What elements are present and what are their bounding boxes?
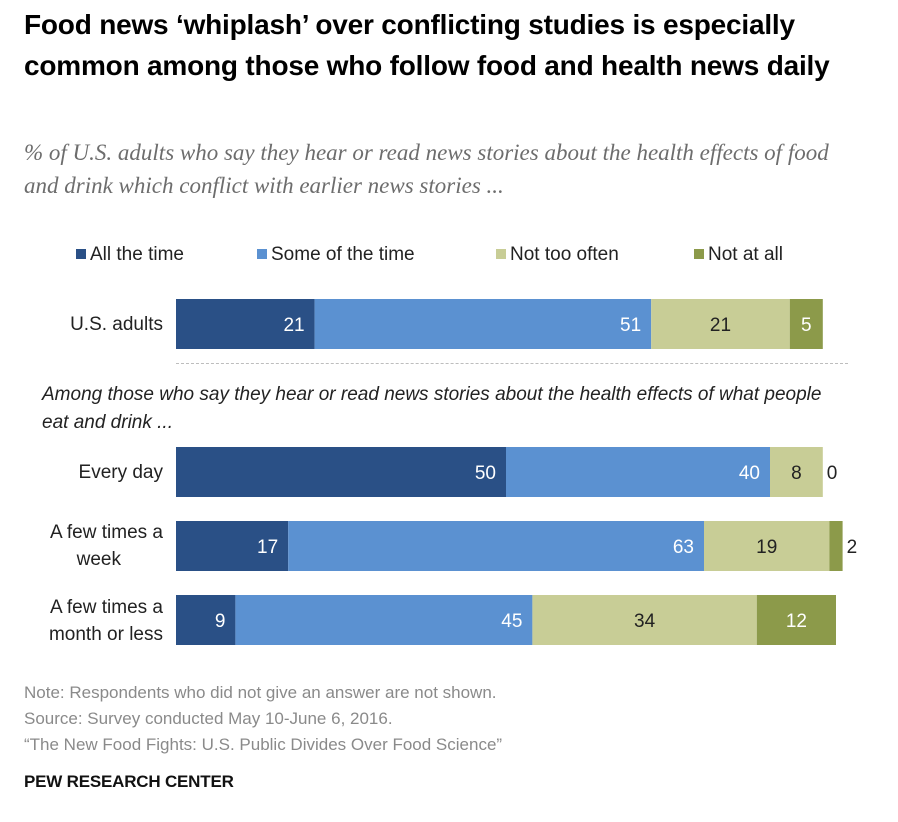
row-label-few-times-week: A few times a week xyxy=(0,519,163,573)
value-label-few-times-month-some-of-the-time: 45 xyxy=(501,611,522,632)
bar-few-times-month-all-the-time xyxy=(176,595,236,645)
value-label-few-times-week-some-of-the-time: 63 xyxy=(673,537,694,558)
row-label-few-times-week-line-2: week xyxy=(76,549,121,570)
bar-us-adults-some-of-the-time xyxy=(314,299,652,349)
bar-few-times-month-not-at-all xyxy=(756,595,836,645)
source-note: Source: Survey conducted May 10-June 6, … xyxy=(24,709,393,728)
value-label-us-adults-not-too-often: 21 xyxy=(710,315,731,336)
row-label-few-times-month: A few times a month or less xyxy=(0,594,163,648)
bar-us-adults-not-too-often xyxy=(651,299,790,349)
row-label-us-adults-line-1: U.S. adults xyxy=(70,314,163,335)
legend-label-some-of-the-time: Some of the time xyxy=(271,244,415,265)
value-label-us-adults-not-at-all: 5 xyxy=(801,315,812,336)
value-label-few-times-month-all-the-time: 9 xyxy=(215,611,226,632)
value-label-every-day-not-at-all: 0 xyxy=(827,463,838,484)
legend-item-some-of-the-time: Some of the time xyxy=(257,243,415,267)
brand-logo-text: PEW RESEARCH CENTER xyxy=(24,772,234,791)
value-label-us-adults-some-of-the-time: 51 xyxy=(620,315,641,336)
bar-few-times-month-some-of-the-time xyxy=(235,595,533,645)
legend-item-all-the-time: All the time xyxy=(76,243,184,267)
bar-every-day-some-of-the-time xyxy=(506,447,770,497)
section-divider xyxy=(176,363,848,364)
value-label-us-adults-all-the-time: 21 xyxy=(283,315,304,336)
legend-label-not-too-often: Not too often xyxy=(510,244,619,265)
legend-swatch-not-at-all xyxy=(694,249,704,259)
value-label-few-times-week-all-the-time: 17 xyxy=(257,537,278,558)
bar-few-times-week-all-the-time xyxy=(176,521,289,571)
legend-swatch-all-the-time xyxy=(76,249,86,259)
value-label-few-times-week-not-too-often: 19 xyxy=(756,537,777,558)
row-label-few-times-week-line-1: A few times a xyxy=(50,522,163,543)
value-label-every-day-not-too-often: 8 xyxy=(791,463,802,484)
group-note: Among those who say they hear or read ne… xyxy=(42,384,822,433)
bar-few-times-month-not-too-often xyxy=(532,595,757,645)
value-label-few-times-month-not-at-all: 12 xyxy=(786,611,807,632)
value-label-few-times-week-not-at-all: 2 xyxy=(847,537,858,558)
row-label-us-adults: U.S. adults xyxy=(0,311,163,338)
bar-few-times-week-not-too-often xyxy=(704,521,830,571)
footnote: Note: Respondents who did not give an an… xyxy=(24,683,497,702)
bar-few-times-week-not-at-all xyxy=(829,521,843,571)
row-label-few-times-month-line-1: A few times a xyxy=(50,597,163,618)
value-label-few-times-month-not-too-often: 34 xyxy=(634,611,656,632)
bar-every-day-not-too-often xyxy=(770,447,823,497)
row-label-every-day: Every day xyxy=(0,459,163,486)
bar-us-adults-not-at-all xyxy=(789,299,823,349)
value-label-every-day-all-the-time: 50 xyxy=(475,463,496,484)
legend-label-all-the-time: All the time xyxy=(90,244,184,265)
bar-few-times-week-some-of-the-time xyxy=(288,521,704,571)
value-label-every-day-some-of-the-time: 40 xyxy=(739,463,760,484)
legend-item-not-at-all: Not at all xyxy=(694,243,783,267)
bar-us-adults-all-the-time xyxy=(176,299,315,349)
chart-subtitle: % of U.S. adults who say they hear or re… xyxy=(24,140,829,198)
legend-label-not-at-all: Not at all xyxy=(708,244,783,265)
legend-item-not-too-often: Not too often xyxy=(496,243,619,267)
legend-swatch-some-of-the-time xyxy=(257,249,267,259)
row-label-every-day-line-1: Every day xyxy=(78,462,163,483)
legend-swatch-not-too-often xyxy=(496,249,506,259)
bar-every-day-all-the-time xyxy=(176,447,506,497)
row-label-few-times-month-line-2: month or less xyxy=(48,624,163,645)
report-title: “The New Food Fights: U.S. Public Divide… xyxy=(24,735,503,754)
chart-title: Food news ‘whiplash’ over conflicting st… xyxy=(24,9,830,81)
